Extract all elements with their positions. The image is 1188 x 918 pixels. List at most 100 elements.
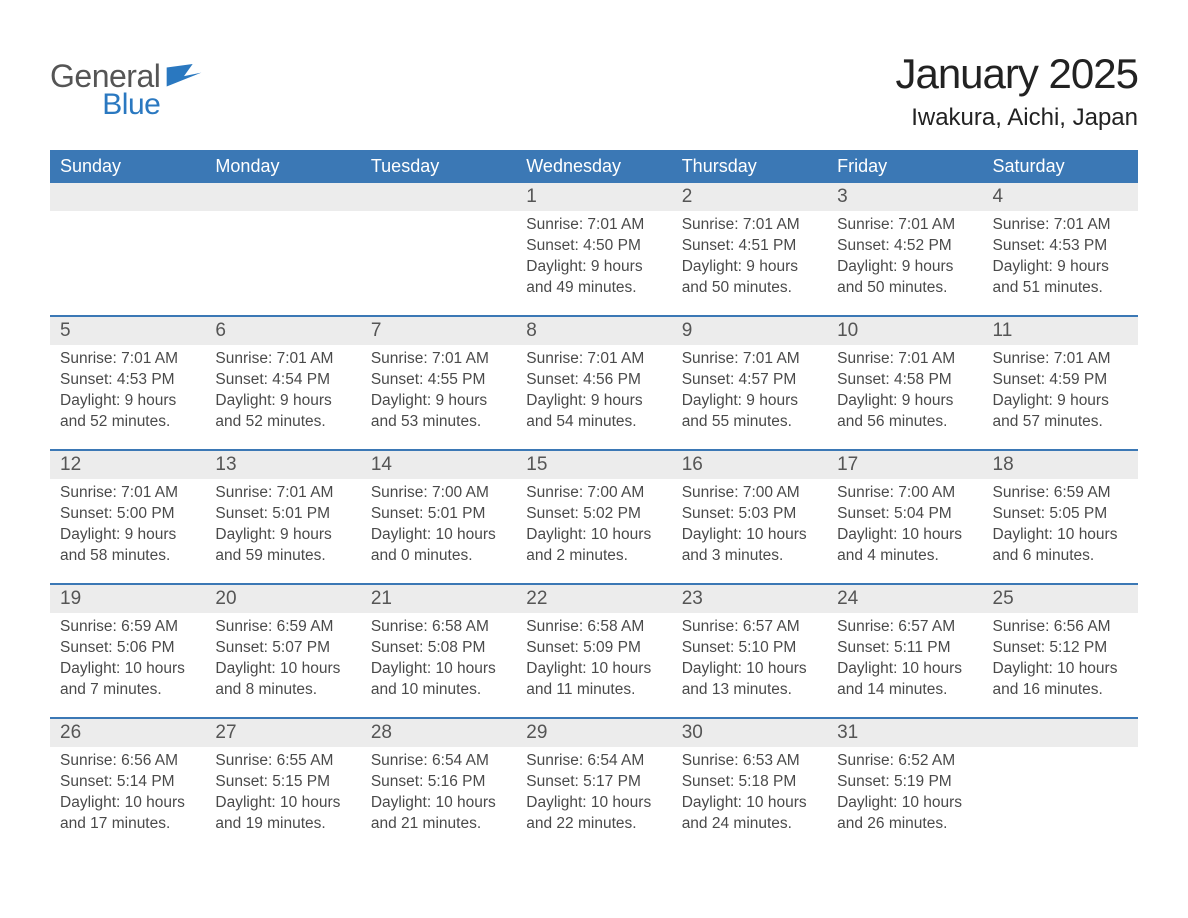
daylight-line: Daylight: 10 hours and 26 minutes. bbox=[837, 793, 972, 835]
day-details: Sunrise: 6:59 AMSunset: 5:07 PMDaylight:… bbox=[205, 613, 360, 709]
daylight-line: Daylight: 10 hours and 2 minutes. bbox=[526, 525, 661, 567]
day-number: 26 bbox=[60, 722, 81, 743]
daylight-line: Daylight: 9 hours and 52 minutes. bbox=[60, 391, 195, 433]
sunrise-line: Sunrise: 6:57 AM bbox=[682, 617, 817, 638]
day-number-row: 24 bbox=[827, 585, 982, 613]
day-details: Sunrise: 7:01 AMSunset: 4:58 PMDaylight:… bbox=[827, 345, 982, 441]
day-details: Sunrise: 6:56 AMSunset: 5:12 PMDaylight:… bbox=[983, 613, 1138, 709]
sunset-line: Sunset: 4:56 PM bbox=[526, 370, 661, 391]
calendar-cell: 25Sunrise: 6:56 AMSunset: 5:12 PMDayligh… bbox=[983, 585, 1138, 717]
day-details: Sunrise: 6:59 AMSunset: 5:05 PMDaylight:… bbox=[983, 479, 1138, 575]
calendar-grid: Sunday Monday Tuesday Wednesday Thursday… bbox=[50, 150, 1138, 851]
day-details: Sunrise: 7:01 AMSunset: 4:51 PMDaylight:… bbox=[672, 211, 827, 307]
sunset-line: Sunset: 5:00 PM bbox=[60, 504, 195, 525]
day-number: 21 bbox=[371, 588, 392, 609]
sunset-line: Sunset: 5:12 PM bbox=[993, 638, 1128, 659]
sunset-line: Sunset: 5:09 PM bbox=[526, 638, 661, 659]
day-number-row: 9 bbox=[672, 317, 827, 345]
day-number-row: 6 bbox=[205, 317, 360, 345]
day-details: Sunrise: 7:00 AMSunset: 5:01 PMDaylight:… bbox=[361, 479, 516, 575]
day-number-row: 1 bbox=[516, 183, 671, 211]
sunset-line: Sunset: 4:52 PM bbox=[837, 236, 972, 257]
title-block: January 2025 Iwakura, Aichi, Japan bbox=[895, 50, 1138, 132]
calendar-page: General Blue January 2025 Iwakura, Aichi… bbox=[0, 0, 1188, 918]
calendar-cell: 5Sunrise: 7:01 AMSunset: 4:53 PMDaylight… bbox=[50, 317, 205, 449]
sunrise-line: Sunrise: 6:57 AM bbox=[837, 617, 972, 638]
day-details: Sunrise: 6:54 AMSunset: 5:17 PMDaylight:… bbox=[516, 747, 671, 843]
day-details: Sunrise: 6:59 AMSunset: 5:06 PMDaylight:… bbox=[50, 613, 205, 709]
day-number: 7 bbox=[371, 320, 382, 341]
day-details: Sunrise: 6:53 AMSunset: 5:18 PMDaylight:… bbox=[672, 747, 827, 843]
day-number: 19 bbox=[60, 588, 81, 609]
sunset-line: Sunset: 4:55 PM bbox=[371, 370, 506, 391]
day-number-row: 29 bbox=[516, 719, 671, 747]
calendar-cell: 22Sunrise: 6:58 AMSunset: 5:09 PMDayligh… bbox=[516, 585, 671, 717]
day-number: 17 bbox=[837, 454, 858, 475]
location-subtitle: Iwakura, Aichi, Japan bbox=[895, 104, 1138, 132]
calendar-cell: 13Sunrise: 7:01 AMSunset: 5:01 PMDayligh… bbox=[205, 451, 360, 583]
daylight-line: Daylight: 10 hours and 21 minutes. bbox=[371, 793, 506, 835]
day-number: 13 bbox=[215, 454, 236, 475]
sunrise-line: Sunrise: 6:53 AM bbox=[682, 751, 817, 772]
day-details: Sunrise: 7:01 AMSunset: 4:59 PMDaylight:… bbox=[983, 345, 1138, 441]
day-details: Sunrise: 6:55 AMSunset: 5:15 PMDaylight:… bbox=[205, 747, 360, 843]
daylight-line: Daylight: 10 hours and 3 minutes. bbox=[682, 525, 817, 567]
day-number-row: 3 bbox=[827, 183, 982, 211]
sunrise-line: Sunrise: 7:00 AM bbox=[371, 483, 506, 504]
page-title: January 2025 bbox=[895, 50, 1138, 98]
day-number-row: 28 bbox=[361, 719, 516, 747]
weekday-header: Wednesday bbox=[516, 150, 671, 183]
day-number: 5 bbox=[60, 320, 71, 341]
calendar-cell: 7 Sunrise: 7:01 AMSunset: 4:55 PMDaylight… bbox=[361, 317, 516, 449]
calendar-cell bbox=[983, 719, 1138, 851]
sunset-line: Sunset: 4:57 PM bbox=[682, 370, 817, 391]
sunrise-line: Sunrise: 6:59 AM bbox=[993, 483, 1128, 504]
calendar-cell: 9Sunrise: 7:01 AMSunset: 4:57 PMDaylight… bbox=[672, 317, 827, 449]
day-number-row: 2 bbox=[672, 183, 827, 211]
calendar-cell: 15Sunrise: 7:00 AMSunset: 5:02 PMDayligh… bbox=[516, 451, 671, 583]
daylight-line: Daylight: 9 hours and 59 minutes. bbox=[215, 525, 350, 567]
day-number: 29 bbox=[526, 722, 547, 743]
sunrise-line: Sunrise: 6:58 AM bbox=[526, 617, 661, 638]
daylight-line: Daylight: 9 hours and 49 minutes. bbox=[526, 257, 661, 299]
calendar-cell: 3Sunrise: 7:01 AMSunset: 4:52 PMDaylight… bbox=[827, 183, 982, 315]
daylight-line: Daylight: 10 hours and 14 minutes. bbox=[837, 659, 972, 701]
day-number-row: 27 bbox=[205, 719, 360, 747]
calendar-week: 26Sunrise: 6:56 AMSunset: 5:14 PMDayligh… bbox=[50, 717, 1138, 851]
calendar-cell bbox=[50, 183, 205, 315]
day-number: 1 bbox=[526, 186, 537, 207]
calendar-cell: 6Sunrise: 7:01 AMSunset: 4:54 PMDaylight… bbox=[205, 317, 360, 449]
calendar-cell: 18 Sunrise: 6:59 AMSunset: 5:05 PMDayligh… bbox=[983, 451, 1138, 583]
sunrise-line: Sunrise: 7:01 AM bbox=[371, 349, 506, 370]
daylight-line: Daylight: 10 hours and 8 minutes. bbox=[215, 659, 350, 701]
sunset-line: Sunset: 5:11 PM bbox=[837, 638, 972, 659]
daylight-line: Daylight: 9 hours and 50 minutes. bbox=[837, 257, 972, 299]
daylight-line: Daylight: 10 hours and 24 minutes. bbox=[682, 793, 817, 835]
sunrise-line: Sunrise: 7:01 AM bbox=[837, 349, 972, 370]
weekday-header: Thursday bbox=[672, 150, 827, 183]
day-details: Sunrise: 7:01 AMSunset: 4:53 PMDaylight:… bbox=[983, 211, 1138, 307]
day-number: 2 bbox=[682, 186, 693, 207]
day-details: Sunrise: 7:01 AMSunset: 4:50 PMDaylight:… bbox=[516, 211, 671, 307]
day-number: 10 bbox=[837, 320, 858, 341]
day-number: 16 bbox=[682, 454, 703, 475]
day-number-row: 8 bbox=[516, 317, 671, 345]
sunset-line: Sunset: 4:58 PM bbox=[837, 370, 972, 391]
weekday-header: Saturday bbox=[983, 150, 1138, 183]
day-number: 9 bbox=[682, 320, 693, 341]
day-details: Sunrise: 7:01 AMSunset: 4:55 PMDaylight:… bbox=[361, 345, 516, 441]
day-number-row: 5 bbox=[50, 317, 205, 345]
day-number-row: 17 bbox=[827, 451, 982, 479]
calendar-cell: 8Sunrise: 7:01 AMSunset: 4:56 PMDaylight… bbox=[516, 317, 671, 449]
daylight-line: Daylight: 9 hours and 55 minutes. bbox=[682, 391, 817, 433]
day-number: 18 bbox=[993, 454, 1014, 475]
calendar-cell: 23Sunrise: 6:57 AMSunset: 5:10 PMDayligh… bbox=[672, 585, 827, 717]
sunrise-line: Sunrise: 7:00 AM bbox=[837, 483, 972, 504]
sunset-line: Sunset: 5:03 PM bbox=[682, 504, 817, 525]
sunrise-line: Sunrise: 7:01 AM bbox=[993, 215, 1128, 236]
calendar-cell: 24 Sunrise: 6:57 AMSunset: 5:11 PMDayligh… bbox=[827, 585, 982, 717]
sunrise-line: Sunrise: 7:01 AM bbox=[60, 483, 195, 504]
daylight-line: Daylight: 10 hours and 22 minutes. bbox=[526, 793, 661, 835]
day-number-row: 14 bbox=[361, 451, 516, 479]
day-number: 3 bbox=[837, 186, 848, 207]
